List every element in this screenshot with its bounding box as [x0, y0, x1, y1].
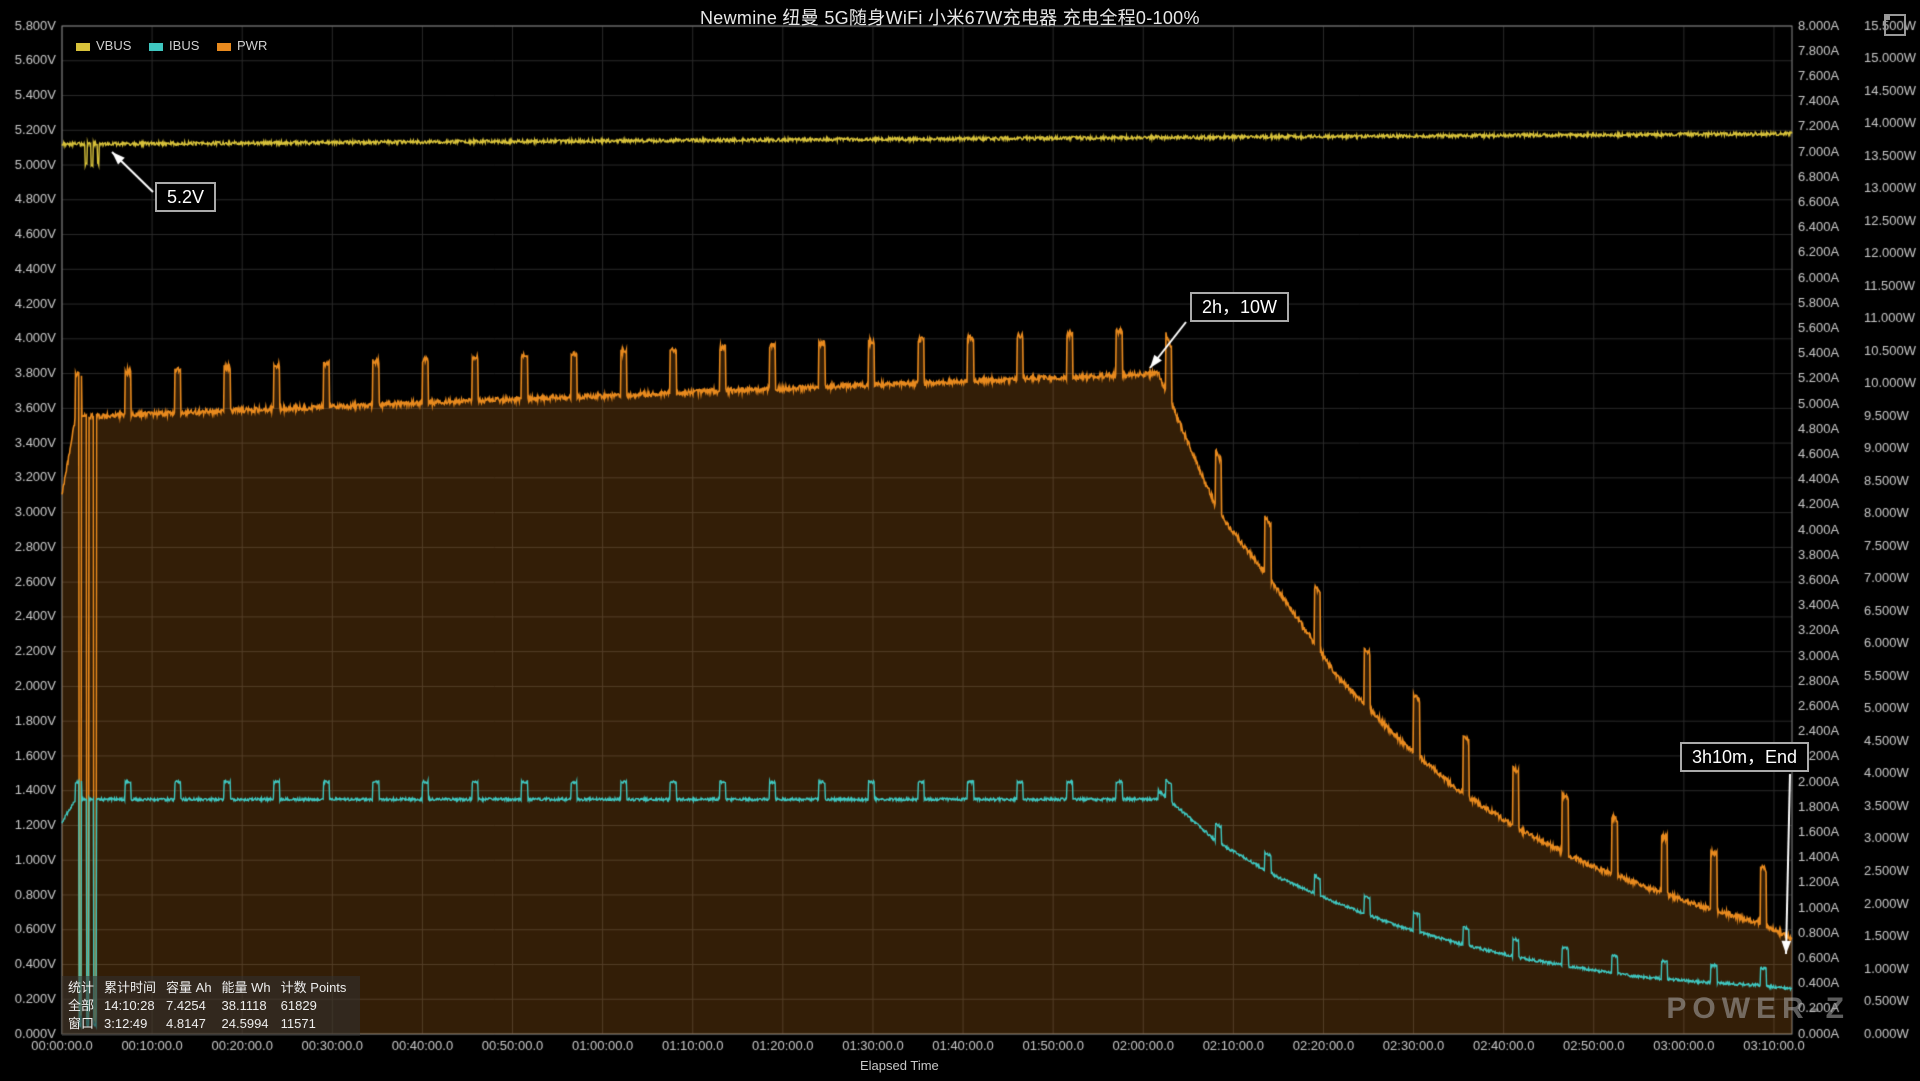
x-axis-title: Elapsed Time	[860, 1058, 939, 1073]
stats-row-all: 全部14:10:28 7.425438.1118 61829	[68, 998, 354, 1014]
annotation-end: 3h10m，End	[1680, 742, 1809, 772]
chart-canvas	[0, 0, 1920, 1081]
chart-title: Newmine 纽曼 5G随身WiFi 小米67W充电器 充电全程0-100%	[700, 4, 1200, 30]
legend-swatch-pwr	[217, 43, 231, 51]
legend-label-vbus: VBUS	[96, 38, 131, 53]
stats-panel: 统计累计时间 容量 Ah能量 Wh 计数 Points 全部14:10:28 7…	[62, 976, 360, 1036]
legend: VBUS IBUS PWR	[62, 38, 267, 53]
annotation-voltage: 5.2V	[155, 182, 216, 212]
legend-swatch-ibus	[149, 43, 163, 51]
legend-label-pwr: PWR	[237, 38, 267, 53]
annotation-2h: 2h，10W	[1190, 292, 1289, 322]
stats-header-row: 统计累计时间 容量 Ah能量 Wh 计数 Points	[68, 980, 354, 996]
fullscreen-icon[interactable]	[1884, 14, 1906, 36]
legend-label-ibus: IBUS	[169, 38, 199, 53]
stats-row-window: 窗口3:12:49 4.814724.5994 11571	[68, 1016, 354, 1032]
watermark: POWER-Z	[1666, 992, 1850, 1026]
chart-stage: Newmine 纽曼 5G随身WiFi 小米67W充电器 充电全程0-100% …	[0, 0, 1920, 1081]
legend-swatch-vbus	[76, 43, 90, 51]
stats-table: 统计累计时间 容量 Ah能量 Wh 计数 Points 全部14:10:28 7…	[66, 978, 356, 1034]
